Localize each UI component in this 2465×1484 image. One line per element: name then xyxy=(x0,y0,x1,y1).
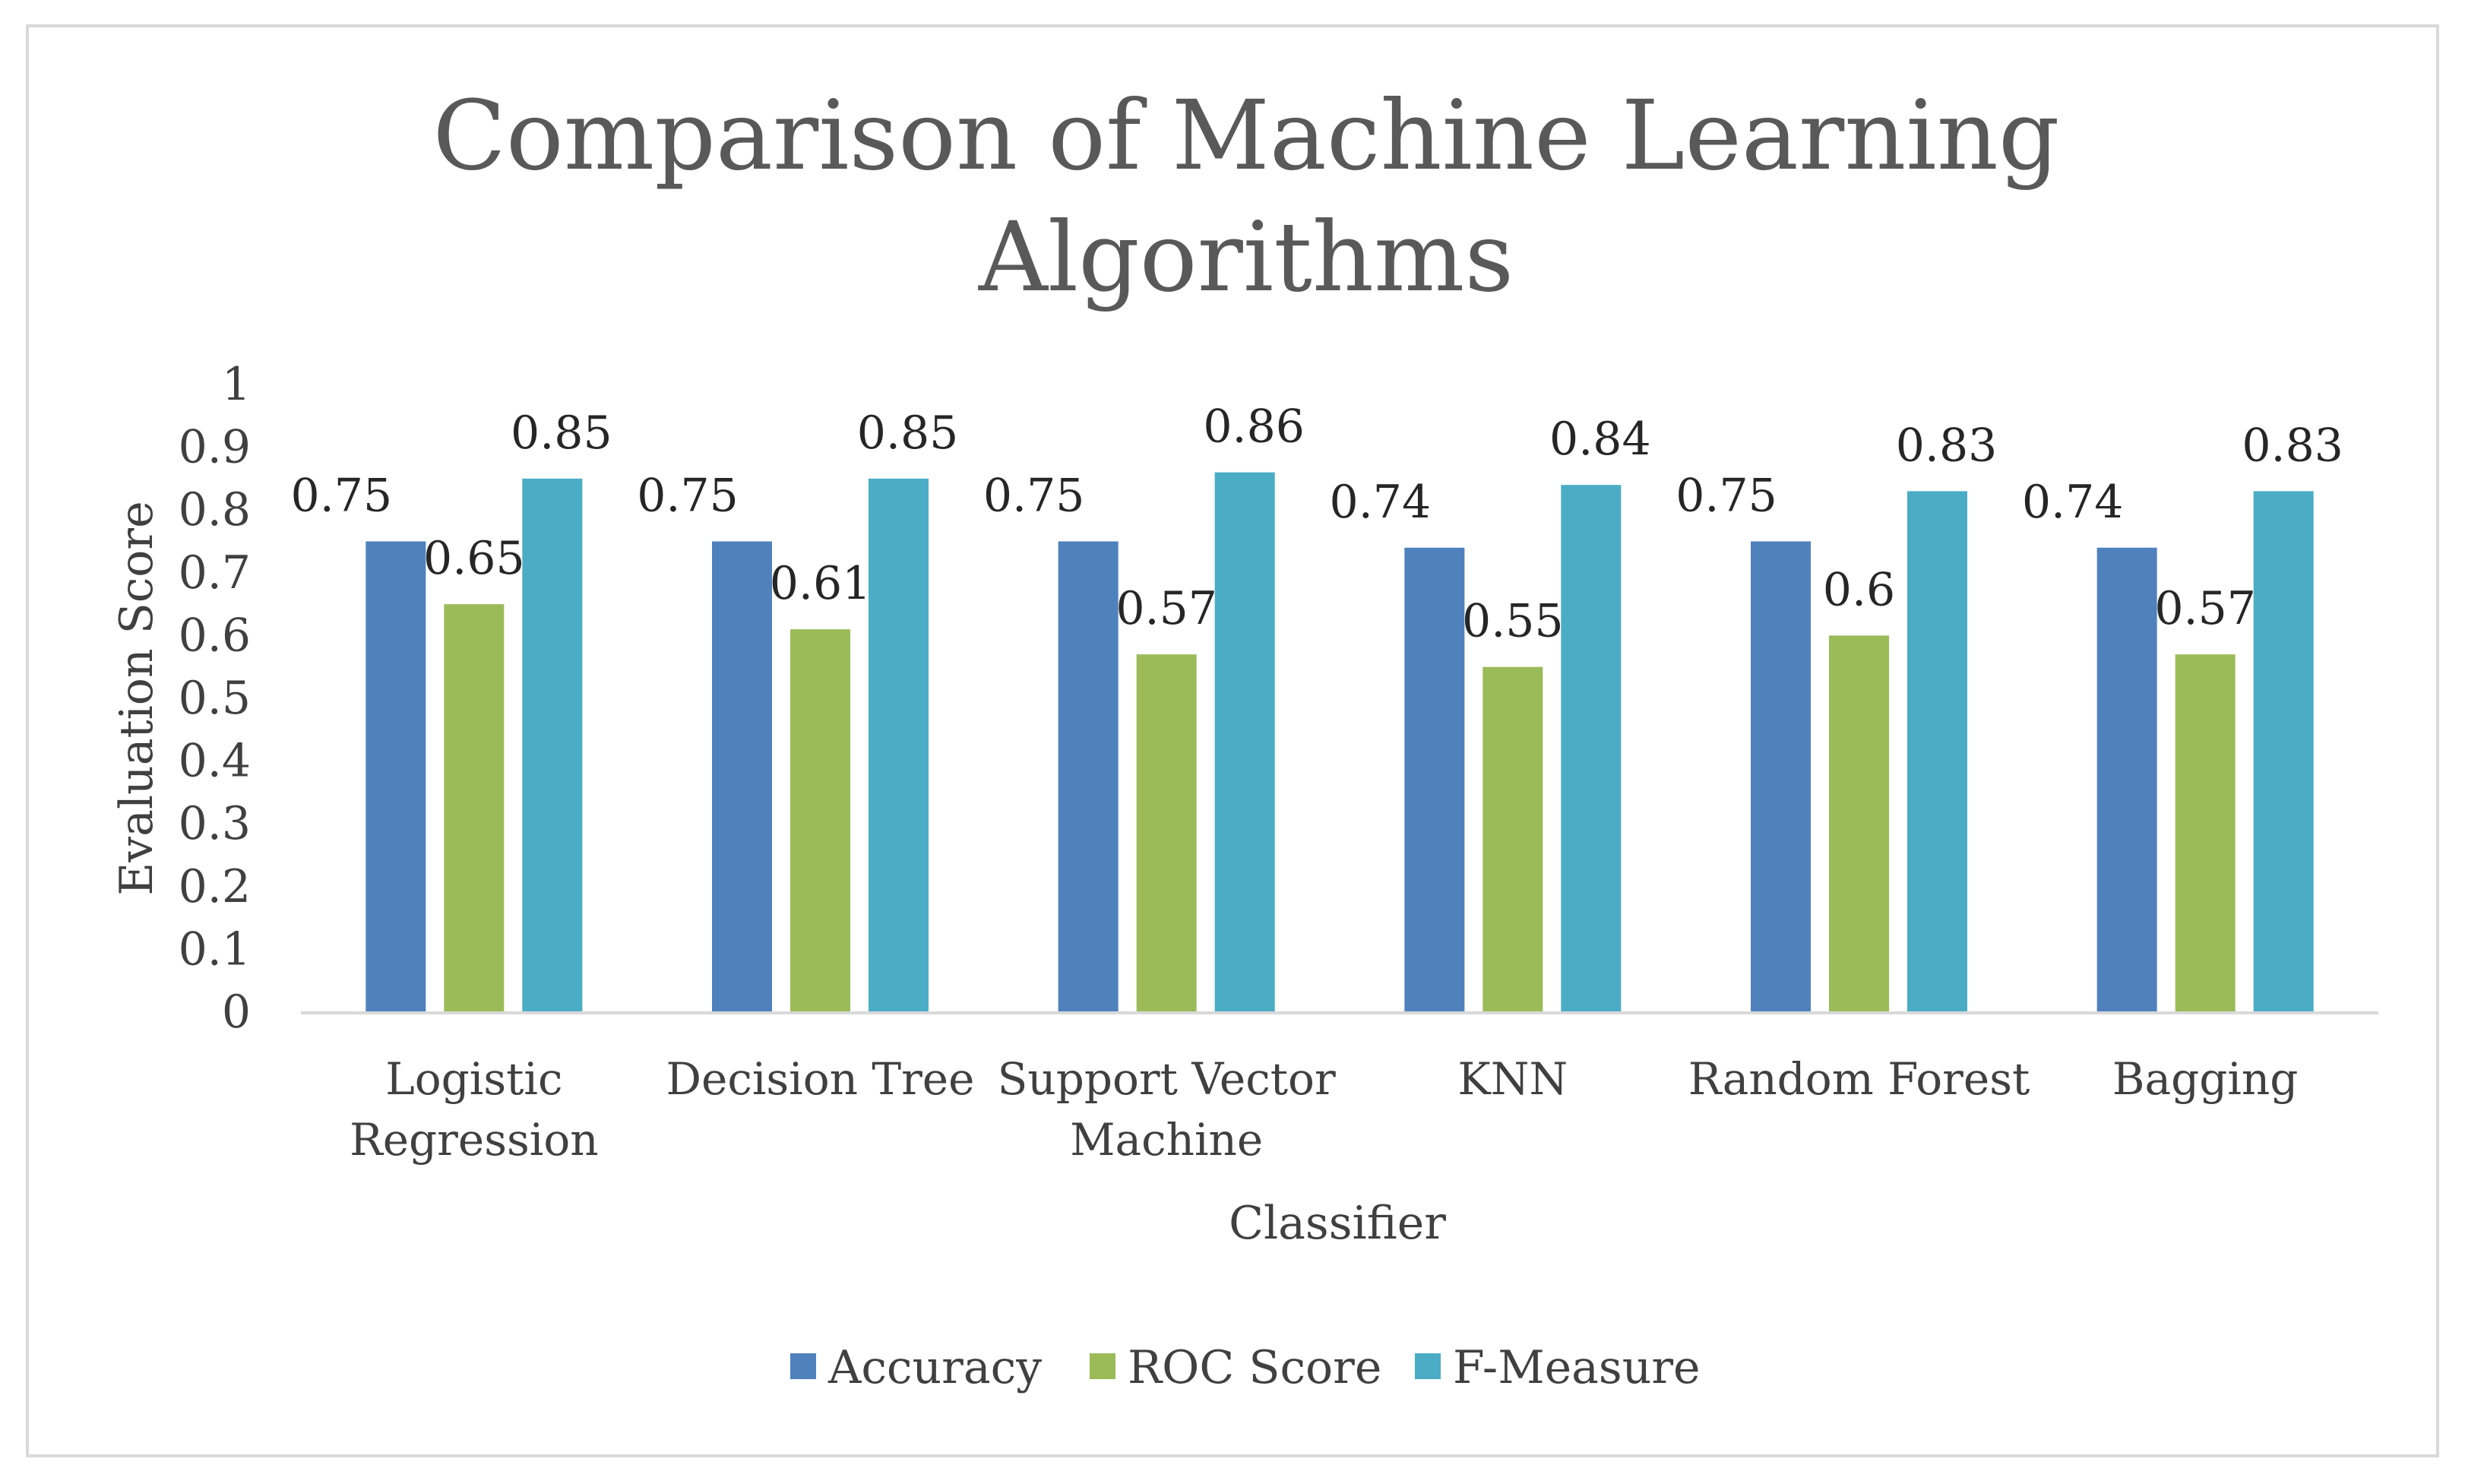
bar-roc-score xyxy=(1829,635,1889,1012)
data-label: 0.86 xyxy=(1203,400,1305,454)
bar-accuracy xyxy=(1404,547,1465,1012)
bar-accuracy xyxy=(1751,541,1811,1012)
y-axis: 0 0.1 0.2 0.3 0.4 0.5 0.6 0.7 0.8 0.9 1 Evaluation … xyxy=(110,358,251,1039)
y-tick-label: 0.8 xyxy=(179,483,251,536)
data-label: 0.57 xyxy=(2154,582,2256,635)
data-label: 0.85 xyxy=(857,407,959,460)
bar-roc-score xyxy=(444,604,505,1012)
data-label: 0.74 xyxy=(1330,476,1432,529)
data-label: 0.85 xyxy=(511,407,612,460)
y-tick-label: 0.1 xyxy=(179,922,251,976)
chart-title-line: Comparison of Machine Learning xyxy=(432,80,2059,191)
data-label: 0.57 xyxy=(1115,582,1217,635)
x-axis: Logistic Regression Decision Tree Support V… xyxy=(301,1011,2378,1250)
data-label: 0.75 xyxy=(291,470,393,523)
data-label: 0.74 xyxy=(2022,476,2124,529)
x-category-label: Support Vector xyxy=(998,1053,1336,1105)
data-label: 0.83 xyxy=(1896,419,1998,472)
y-tick-label: 0.2 xyxy=(179,860,251,913)
data-label: 0.84 xyxy=(1549,413,1651,466)
bar-f-measure xyxy=(1214,472,1275,1012)
y-axis-title: Evaluation Score xyxy=(110,501,163,895)
y-tick-label: 0.6 xyxy=(179,609,251,662)
x-category-label: Machine xyxy=(1070,1114,1263,1166)
bar-roc-score xyxy=(1482,666,1543,1012)
bar-accuracy xyxy=(1058,541,1119,1012)
bar-f-measure xyxy=(869,478,929,1012)
data-label: 0.75 xyxy=(983,470,1085,523)
chart-title-line: Algorithms xyxy=(978,201,1514,313)
data-label: 0.75 xyxy=(1676,470,1777,523)
bar-accuracy xyxy=(2096,547,2157,1012)
x-category-label: Regression xyxy=(350,1114,599,1166)
legend-swatch xyxy=(1415,1353,1441,1379)
data-label: 0.83 xyxy=(2242,419,2343,472)
y-tick-label: 0 xyxy=(222,986,251,1039)
data-label: 0.55 xyxy=(1462,595,1564,648)
bar-accuracy xyxy=(712,541,772,1012)
data-label: 0.61 xyxy=(770,557,872,610)
legend-swatch xyxy=(1090,1353,1115,1379)
y-tick-label: 0.3 xyxy=(179,797,251,850)
bar-roc-score xyxy=(2175,654,2236,1012)
bar-accuracy xyxy=(365,541,426,1012)
legend-entry: F-Measure xyxy=(1453,1341,1701,1394)
y-tick-label: 0.7 xyxy=(179,546,251,600)
x-axis-title: Classifier xyxy=(1229,1197,1446,1250)
data-labels: 0.75 0.65 0.85 0.75 0.61 0.85 0.75 0.57 0.86 0.74… xyxy=(291,400,2343,648)
bar-f-measure xyxy=(1907,491,1967,1012)
y-tick-label: 0.4 xyxy=(179,735,251,788)
x-category-label: Logistic xyxy=(385,1053,562,1105)
bar-f-measure xyxy=(2253,491,2314,1012)
y-tick-label: 0.5 xyxy=(179,672,251,725)
y-tick-label: 1 xyxy=(222,358,251,411)
x-category-label: Bagging xyxy=(2112,1053,2299,1105)
bar-roc-score xyxy=(1136,654,1197,1012)
legend: Accuracy ROC Score F-Measure xyxy=(790,1341,1701,1394)
legend-entry: ROC Score xyxy=(1128,1341,1381,1394)
x-category-label: Decision Tree xyxy=(666,1053,975,1105)
bar-f-measure xyxy=(1561,485,1622,1012)
legend-entry: Accuracy xyxy=(827,1341,1042,1394)
bar-f-measure xyxy=(522,478,583,1012)
x-category-label: Random Forest xyxy=(1688,1053,2030,1105)
data-label: 0.6 xyxy=(1823,563,1895,616)
data-label: 0.75 xyxy=(637,470,739,523)
bars xyxy=(365,472,2314,1012)
y-tick-label: 0.9 xyxy=(179,421,251,474)
data-label: 0.65 xyxy=(423,532,525,585)
x-category-label: KNN xyxy=(1457,1053,1568,1105)
legend-swatch xyxy=(790,1353,816,1379)
bar-roc-score xyxy=(790,629,850,1012)
